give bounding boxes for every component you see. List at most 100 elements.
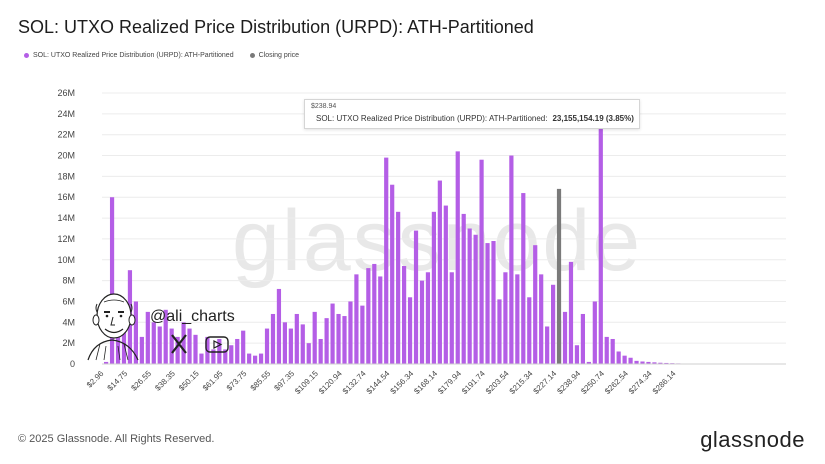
urpd-bar[interactable] [652,362,657,364]
urpd-bar[interactable] [241,330,246,364]
urpd-bar[interactable] [187,328,192,364]
urpd-bar[interactable] [145,311,150,364]
urpd-bar[interactable] [551,284,556,364]
urpd-bar[interactable] [258,353,264,364]
legend-item-closing-price[interactable]: Closing price [249,52,299,59]
urpd-bar[interactable] [622,355,627,364]
urpd-bar[interactable] [109,197,115,364]
urpd-bar[interactable] [443,205,448,364]
urpd-bar[interactable] [562,311,568,364]
urpd-bar[interactable] [533,245,538,364]
urpd-bar[interactable] [384,157,389,364]
urpd-bar[interactable] [270,313,276,364]
urpd-bar[interactable] [402,266,407,364]
urpd-bar[interactable] [229,345,234,364]
urpd-bar[interactable] [396,211,401,364]
urpd-bar[interactable] [413,230,419,364]
urpd-bar[interactable] [360,305,365,364]
urpd-bar[interactable] [181,322,186,364]
urpd-bar[interactable] [139,336,144,364]
urpd-bar[interactable] [586,361,591,364]
urpd-bar[interactable] [282,322,287,364]
urpd-bar[interactable] [336,313,341,364]
urpd-bar[interactable] [449,272,454,364]
x-tick-label: $2.96 [85,369,106,390]
youtube-icon[interactable] [205,336,229,353]
urpd-bar[interactable] [378,276,383,364]
urpd-bar[interactable] [324,318,329,364]
urpd-bar[interactable] [545,326,550,364]
urpd-bar[interactable] [163,309,168,364]
urpd-bar[interactable] [634,360,639,364]
urpd-bar[interactable] [247,353,252,364]
urpd-bar[interactable] [264,328,270,364]
urpd-bar[interactable] [664,362,669,364]
urpd-bar[interactable] [473,234,478,364]
urpd-bar[interactable] [390,184,395,364]
urpd-bar[interactable] [121,305,127,364]
urpd-bar[interactable] [527,297,532,364]
urpd-bar[interactable] [574,345,580,364]
urpd-bar[interactable] [610,338,615,364]
legend-item-urpd[interactable]: SOL: UTXO Realized Price Distribution (U… [24,52,234,59]
urpd-bar[interactable] [640,361,645,365]
urpd-bar[interactable] [497,299,502,364]
urpd-bar[interactable] [604,336,609,364]
urpd-bar[interactable] [431,211,436,364]
urpd-bar[interactable] [348,301,353,364]
urpd-bar[interactable] [455,151,460,364]
urpd-bar[interactable] [133,301,138,364]
urpd-bar[interactable] [598,122,603,365]
urpd-bar[interactable] [294,313,299,364]
urpd-bar[interactable] [115,313,121,364]
x-logo-icon[interactable] [171,334,187,354]
urpd-bar[interactable] [479,159,484,364]
urpd-bar[interactable] [276,288,282,364]
urpd-bar[interactable] [521,193,526,364]
urpd-bar[interactable] [568,261,574,364]
urpd-bar[interactable] [223,349,228,364]
urpd-bar[interactable] [151,322,156,364]
urpd-bar[interactable] [157,326,162,364]
urpd-bar[interactable] [491,241,496,364]
urpd-bar[interactable] [437,180,442,364]
urpd-bar[interactable] [306,343,311,364]
urpd-bar[interactable] [199,353,204,364]
urpd-bar[interactable] [419,280,425,364]
urpd-bar[interactable] [539,274,544,364]
urpd-bar[interactable] [467,228,472,365]
urpd-bar[interactable] [330,303,335,364]
urpd-bar[interactable] [175,336,180,364]
urpd-bar[interactable] [235,338,240,364]
urpd-bar[interactable] [461,213,466,364]
closing-price-bar[interactable] [556,188,562,364]
urpd-bar[interactable] [300,324,305,364]
x-tick-label: $26.55 [129,369,153,393]
x-tick-label: $73.75 [225,369,249,393]
urpd-bar[interactable] [288,328,293,364]
urpd-bar[interactable] [354,274,359,364]
urpd-bar[interactable] [515,274,520,364]
urpd-bar[interactable] [372,263,377,364]
urpd-bar[interactable] [253,355,258,364]
urpd-bar[interactable] [318,338,323,364]
urpd-bar[interactable] [509,155,514,364]
urpd-bar[interactable] [628,357,633,364]
urpd-bar[interactable] [211,349,216,364]
urpd-bar[interactable] [646,361,651,364]
urpd-bar[interactable] [366,268,371,364]
urpd-bar[interactable] [658,362,663,364]
urpd-bar[interactable] [342,316,347,364]
urpd-bar[interactable] [193,334,198,364]
urpd-bar[interactable] [407,297,413,364]
urpd-bar[interactable] [580,313,585,364]
urpd-bar[interactable] [104,361,109,364]
urpd-bar[interactable] [616,351,621,364]
urpd-bar[interactable] [312,311,317,364]
urpd-bar[interactable] [503,272,508,364]
urpd-bar[interactable] [592,301,597,364]
urpd-bar[interactable] [425,272,431,364]
urpd-bar[interactable] [485,243,490,364]
urpd-bar[interactable] [169,328,174,364]
